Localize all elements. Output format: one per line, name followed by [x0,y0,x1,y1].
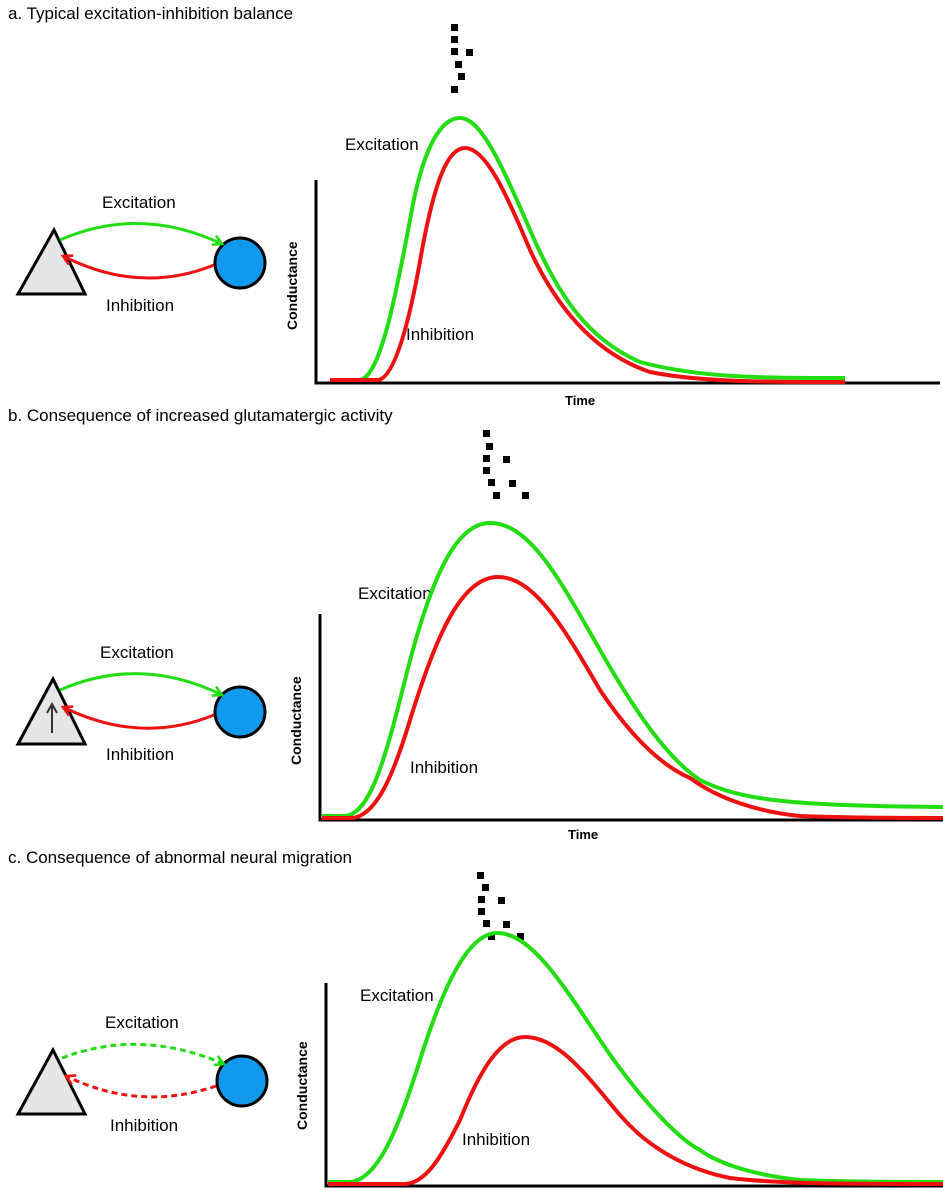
panel-c-interneuron-circle [215,1054,269,1108]
panel-b-excitation-arrow [59,672,222,695]
panel-c-diagram-excitation-label: Excitation [105,1013,179,1032]
panel-b-xlabel: Time [568,827,599,842]
panel-a-excitation-arrow [59,222,222,244]
panel-c-excitation-arrow-dashed [61,1042,224,1064]
panel-b-plot-inhibition-label: Inhibition [410,758,479,777]
panel-a-title: a. Typical excitation-inhibition balance [8,4,294,23]
panel-a-inhibition-arrow [63,256,215,280]
panel-a-diagram-inhibition-label: Inhibition [106,296,175,315]
panel-b-plot-excitation-label: Excitation [358,584,432,603]
panel-a-neuron-diagram [15,222,267,296]
panel-c-inhibition-curve [328,1034,943,1186]
panel-c-title: c. Consequence of abnormal neural migrat… [8,848,352,867]
panel-b-inhibition-curve [322,574,943,820]
panel-c-spike-raster [477,872,524,940]
panel-b-inhibition-arrow [63,707,215,730]
panel-a-xlabel: Time [565,393,596,408]
panel-a-excitation-curve [330,115,846,382]
panel-a-inhibition-curve [330,145,846,384]
panel-b-diagram-excitation-label: Excitation [100,643,174,662]
panel-b-title: b. Consequence of increased glutamatergi… [8,406,393,425]
panel-c-axes [324,983,943,1188]
panel-c-inhibition-arrow-dashed [66,1076,217,1099]
panel-b-spike-raster [483,430,529,499]
panel-a-axes [314,180,940,385]
panel-a-interneuron-circle [213,236,267,290]
panel-b-axes [318,614,943,822]
panel-b-excitation-curve [322,520,943,818]
panel-a-diagram-excitation-label: Excitation [102,193,176,212]
panel-c-neuron-diagram [15,1042,269,1116]
panel-b-interneuron-circle [213,685,267,739]
panel-c-pyramidal-neuron-triangle [15,1046,88,1116]
panel-b-diagram-inhibition-label: Inhibition [106,745,175,764]
panel-c-plot-inhibition-label: Inhibition [462,1130,531,1149]
panel-b-neuron-diagram [15,672,267,746]
panel-a-spike-raster [451,24,473,93]
panel-c-plot-excitation-label: Excitation [360,986,434,1005]
panel-a-plot-inhibition-label: Inhibition [406,325,475,344]
panel-a-plot-excitation-label: Excitation [345,135,419,154]
panel-c-excitation-curve [328,930,943,1184]
panel-c-diagram-inhibition-label: Inhibition [110,1116,179,1135]
